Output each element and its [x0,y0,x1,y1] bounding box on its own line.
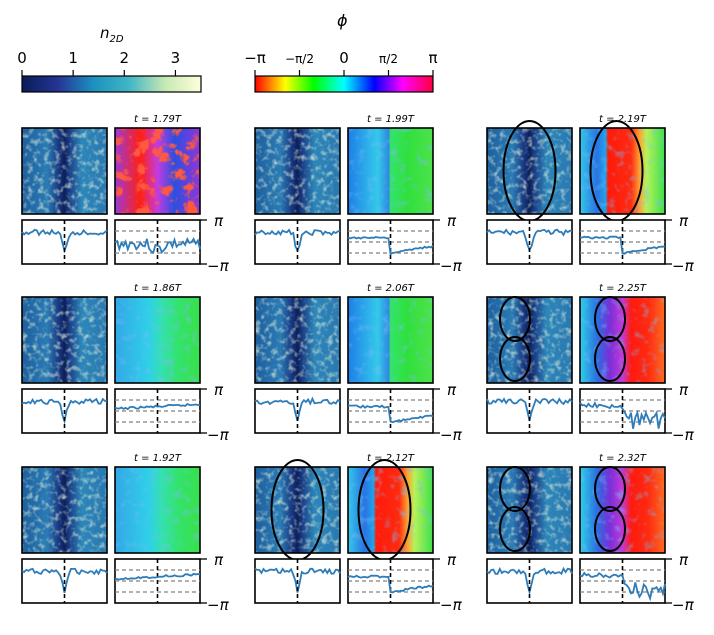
colorbar-density-tick: 3 [171,49,181,67]
panel-time-label: t = 2.32T [599,453,647,464]
panel-time-label: t = 2.25T [599,283,647,294]
colorbar-phase: ϕ −π −π/2 0 π/2 π [244,11,438,93]
profile-axis-bottom: −π [207,596,230,614]
colorbar-phase-tick: π/2 [379,52,398,66]
highlight-ring [499,336,531,382]
panel-2: t = 1.86T π −π [21,283,230,444]
panel-time-label: t = 1.92T [134,453,182,464]
colorbar-phase-tick: −π/2 [285,52,314,66]
highlight-ring [594,506,626,552]
panel-4: t = 1.99T π −π [254,114,463,275]
profile-axis-bottom: −π [672,596,695,614]
colorbar-density-tick: 0 [17,49,27,67]
colorbar-density-tick: 2 [120,49,130,67]
panel-6: t = 2.12T π −π [254,453,463,614]
profile-axis-top: π [679,551,689,569]
panel-9: t = 2.32T π −π [486,453,695,614]
profile-axis-bottom: −π [440,596,463,614]
colorbar-phase-label: ϕ [337,11,348,30]
profile-axis-bottom: −π [207,426,230,444]
panel-time-label: t = 2.12T [367,453,415,464]
profile-axis-top: π [679,381,689,399]
panel-time-label: t = 2.19T [599,114,647,125]
profile-axis-top: π [214,551,224,569]
colorbar-density-label: n2D [100,24,124,45]
profile-axis-bottom: −π [440,257,463,275]
colorbar-phase-tick: −π [244,49,266,67]
profile-axis-top: π [447,551,457,569]
highlight-ring [499,296,531,342]
panel-time-label: t = 1.79T [134,114,182,125]
panel-time-label: t = 2.06T [367,283,415,294]
profile-axis-top: π [447,381,457,399]
highlight-ring [499,506,531,552]
colorbar-density: n2D 0 1 2 3 [17,24,202,93]
highlight-ring [499,466,531,512]
colorbar-phase-tick: π [428,49,437,67]
panel-time-label: t = 1.99T [367,114,415,125]
panel-3: t = 1.92T π −π [21,453,230,614]
colorbar-phase-tick: 0 [339,49,349,67]
panel-1: t = 1.79T π −π [21,114,230,275]
profile-axis-bottom: −π [672,257,695,275]
profile-axis-top: π [679,212,689,230]
panel-time-label: t = 1.86T [134,283,182,294]
profile-axis-top: π [214,212,224,230]
profile-axis-top: π [214,381,224,399]
profile-axis-bottom: −π [207,257,230,275]
profile-axis-top: π [447,212,457,230]
panel-7: t = 2.19T π −π [486,114,695,275]
highlight-ring [594,336,626,382]
panel-8: t = 2.25T π −π [486,283,695,444]
highlight-ring [594,296,626,342]
colorbar-density-tick: 1 [68,49,78,67]
profile-axis-bottom: −π [672,426,695,444]
panel-5: t = 2.06T π −π [254,283,463,444]
profile-axis-bottom: −π [440,426,463,444]
highlight-ring [594,466,626,512]
